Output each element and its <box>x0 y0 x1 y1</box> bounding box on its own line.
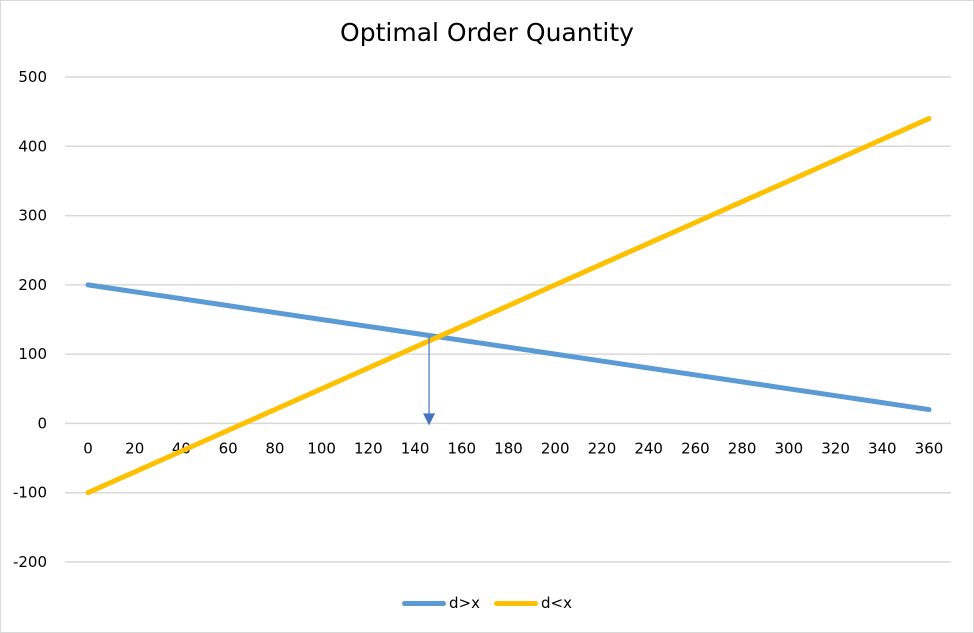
x-tick-label: 60 <box>219 439 238 457</box>
x-tick-label: 320 <box>821 439 850 457</box>
series-line-d>x <box>85 282 932 413</box>
legend-swatch-yellow <box>494 600 538 606</box>
legend: d>x d<x <box>0 594 974 612</box>
x-tick-label: 180 <box>494 439 523 457</box>
x-tick-label: 140 <box>401 439 430 457</box>
x-tick-label: 340 <box>868 439 897 457</box>
legend-item-d-less-x[interactable]: d<x <box>494 594 572 612</box>
x-tick-label: 200 <box>541 439 570 457</box>
y-tick-label: -200 <box>13 553 47 571</box>
x-tick-label: 280 <box>728 439 757 457</box>
y-tick-label: 200 <box>18 276 47 294</box>
y-tick-label: 300 <box>18 207 47 225</box>
chart-title: Optimal Order Quantity <box>340 18 634 47</box>
x-tick-label: 20 <box>125 439 144 457</box>
y-tick-label: 100 <box>18 345 47 363</box>
series-line-d<x <box>85 116 932 496</box>
y-tick-label: 0 <box>37 414 47 432</box>
x-tick-label: 160 <box>447 439 476 457</box>
y-tick-label: 500 <box>18 68 47 86</box>
y-tick-label: 400 <box>18 137 47 155</box>
x-tick-label: 300 <box>775 439 804 457</box>
x-tick-label: 260 <box>681 439 710 457</box>
y-tick-label: -100 <box>13 484 47 502</box>
legend-label: d<x <box>541 594 572 612</box>
legend-label: d>x <box>449 594 480 612</box>
x-tick-label: 0 <box>83 439 93 457</box>
x-tick-label: 220 <box>588 439 617 457</box>
legend-item-d-greater-x[interactable]: d>x <box>402 594 480 612</box>
x-tick-label: 120 <box>354 439 383 457</box>
x-tick-label: 80 <box>265 439 284 457</box>
legend-swatch-blue <box>402 600 447 606</box>
x-tick-label: 360 <box>915 439 944 457</box>
x-tick-label: 100 <box>307 439 336 457</box>
x-tick-label: 240 <box>634 439 663 457</box>
arrow-down-icon <box>423 413 436 426</box>
